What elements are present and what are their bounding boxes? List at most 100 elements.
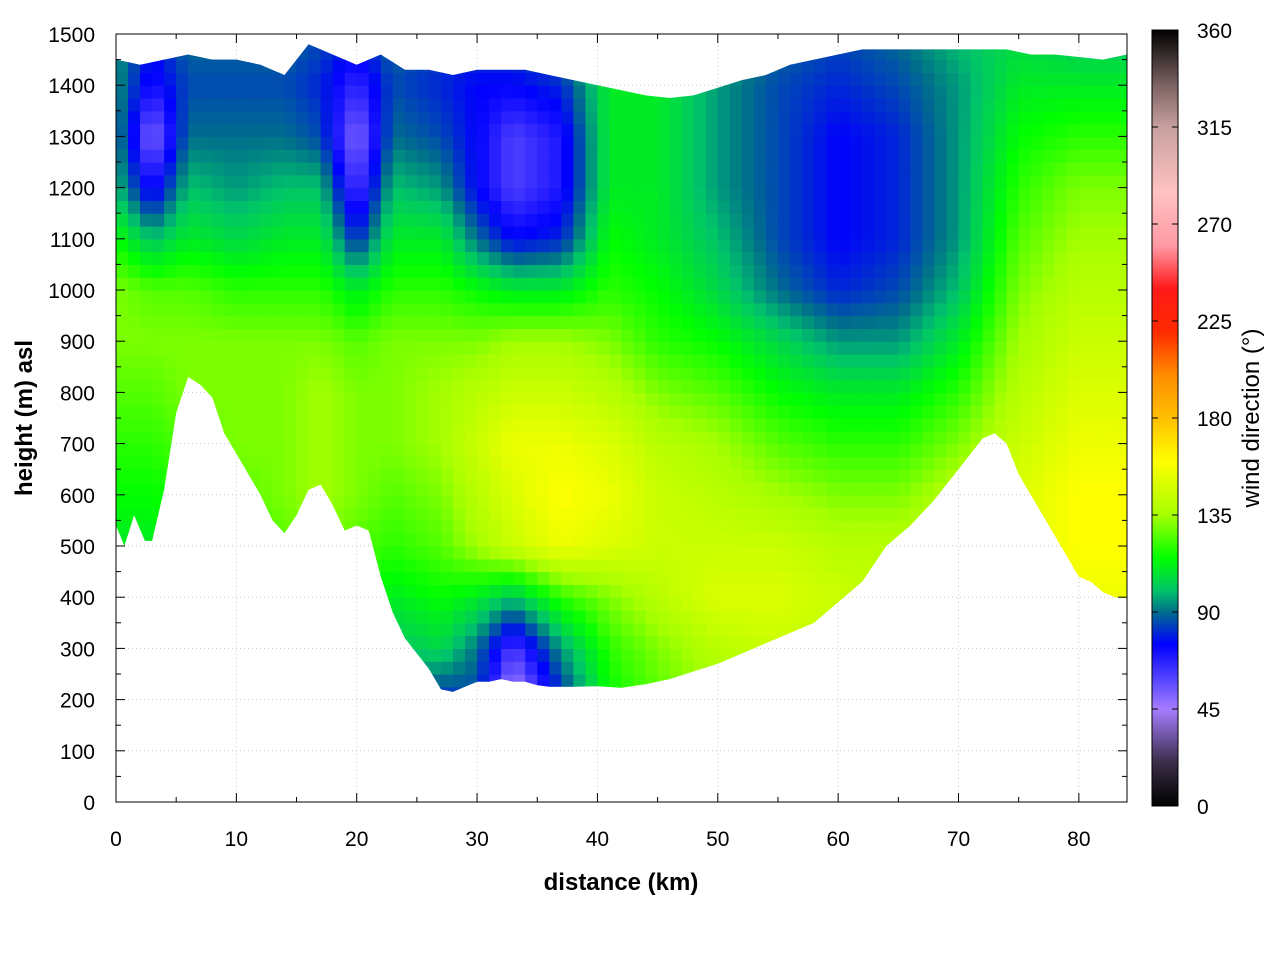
- field-cell: [440, 123, 454, 137]
- field-cell: [982, 635, 996, 649]
- field-cell: [741, 558, 755, 573]
- field-cell: [621, 648, 635, 662]
- field-cell: [838, 72, 851, 86]
- field-cell: [140, 251, 153, 265]
- field-cell: [248, 187, 262, 201]
- field-cell: [513, 277, 526, 291]
- field-cell: [922, 187, 936, 201]
- field-cell: [657, 123, 671, 137]
- field-cell: [1042, 558, 1056, 573]
- field-cell: [621, 584, 635, 598]
- field-cell: [549, 430, 562, 445]
- field-cell: [886, 136, 899, 150]
- field-cell: [200, 571, 213, 585]
- field-cell: [693, 622, 707, 637]
- field-cell: [838, 456, 851, 470]
- field-cell: [850, 379, 863, 393]
- field-cell: [669, 622, 683, 637]
- field-cell: [380, 315, 394, 329]
- field-cell: [428, 469, 442, 483]
- field-cell: [188, 443, 201, 457]
- field-cell: [657, 162, 671, 176]
- field-cell: [465, 366, 478, 381]
- field-cell: [1042, 136, 1056, 150]
- field-cell: [657, 392, 671, 406]
- field-cell: [621, 110, 635, 125]
- field-cell: [886, 213, 899, 227]
- field-cell: [609, 264, 623, 278]
- field-cell: [826, 597, 839, 611]
- field-cell: [1018, 661, 1032, 675]
- field-cell: [1030, 456, 1044, 470]
- field-cell: [128, 712, 141, 725]
- field-cell: [970, 46, 984, 61]
- field-cell: [164, 44, 177, 48]
- field-cell: [934, 392, 948, 406]
- field-cell: [682, 751, 695, 764]
- field-cell: [1042, 571, 1056, 585]
- field-cell: [970, 520, 984, 534]
- field-cell: [826, 751, 839, 764]
- field-cell: [356, 46, 370, 61]
- field-cell: [1090, 533, 1104, 547]
- field-cell: [537, 405, 550, 419]
- field-cell: [248, 85, 262, 99]
- field-cell: [320, 44, 334, 48]
- field-cell: [489, 789, 502, 802]
- field-cell: [477, 418, 490, 432]
- field-cell: [1102, 571, 1116, 585]
- field-cell: [212, 520, 225, 534]
- field-cell: [380, 456, 394, 470]
- field-cell: [657, 110, 671, 125]
- field-cell: [320, 482, 334, 496]
- field-cell: [741, 584, 755, 598]
- field-cell: [116, 789, 129, 802]
- field-cell: [140, 187, 153, 201]
- field-cell: [753, 469, 767, 483]
- field-cell: [814, 456, 827, 470]
- field-cell: [296, 635, 310, 649]
- field-cell: [308, 546, 322, 560]
- field-cell: [272, 123, 286, 137]
- field-cell: [525, 149, 538, 163]
- field-cell: [838, 328, 851, 342]
- field-cell: [140, 174, 153, 189]
- field-cell: [826, 162, 839, 176]
- field-cell: [753, 520, 767, 534]
- field-cell: [537, 712, 550, 725]
- field-cell: [416, 482, 430, 496]
- field-cell: [741, 469, 755, 483]
- field-cell: [380, 277, 394, 291]
- field-cell: [621, 226, 635, 240]
- field-cell: [164, 302, 177, 317]
- field-cell: [537, 661, 550, 675]
- field-cell: [537, 85, 550, 99]
- field-cell: [886, 776, 899, 789]
- field-cell: [188, 610, 201, 624]
- field-cell: [982, 558, 996, 573]
- field-cell: [657, 277, 671, 291]
- field-cell: [308, 59, 322, 73]
- field-cell: [934, 72, 948, 86]
- field-cell: [609, 789, 622, 802]
- field-cell: [730, 725, 743, 738]
- field-cell: [200, 226, 213, 240]
- field-cell: [116, 597, 129, 611]
- field-cell: [332, 494, 346, 509]
- field-cell: [428, 213, 442, 227]
- field-cell: [982, 610, 996, 624]
- field-cell: [477, 648, 490, 662]
- field-cell: [152, 341, 165, 355]
- field-cell: [188, 584, 201, 598]
- field-cell: [790, 59, 803, 73]
- field-cell: [1042, 635, 1056, 649]
- field-cell: [1006, 392, 1020, 406]
- field-cell: [705, 520, 719, 534]
- field-cell: [922, 738, 935, 751]
- field-cell: [525, 213, 538, 227]
- field-cell: [368, 251, 382, 265]
- field-cell: [705, 584, 719, 598]
- field-cell: [188, 366, 201, 381]
- field-cell: [417, 725, 430, 738]
- field-cell: [765, 290, 779, 304]
